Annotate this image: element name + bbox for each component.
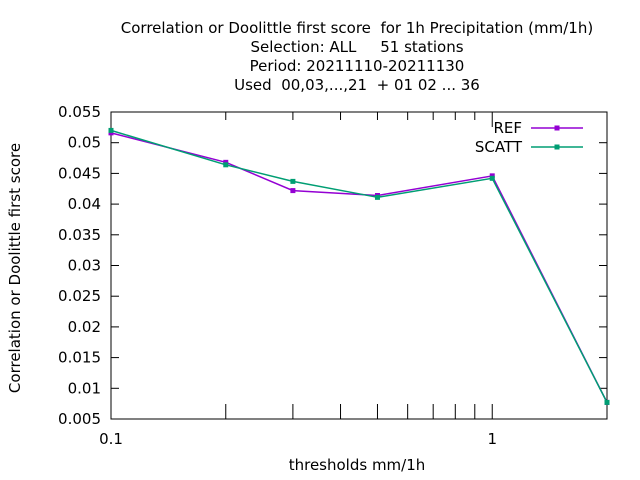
data-point-scatt bbox=[489, 175, 495, 181]
y-tick-label-3: 0.02 bbox=[68, 318, 101, 336]
data-point-ref bbox=[290, 188, 296, 194]
x-axis-label: thresholds mm/1h bbox=[289, 456, 426, 474]
x-tick-label-0: 0.1 bbox=[99, 430, 123, 448]
y-tick-label-5: 0.03 bbox=[68, 257, 101, 275]
series-line-ref bbox=[110, 132, 608, 403]
y-tick-label-6: 0.035 bbox=[58, 226, 101, 244]
y-tick-label-7: 0.04 bbox=[68, 195, 101, 213]
data-point-scatt bbox=[108, 127, 114, 133]
plot-frame bbox=[110, 111, 608, 420]
data-point-scatt bbox=[290, 178, 296, 184]
plot-border bbox=[110, 111, 608, 420]
legend-label-ref: REF bbox=[493, 119, 522, 137]
title-line-3: Used 00,03,...,21 + 01 02 ... 36 bbox=[234, 76, 480, 94]
x-tick-label-1: 1 bbox=[487, 430, 497, 448]
series-line-scatt bbox=[110, 129, 608, 403]
y-tick-label-10: 0.055 bbox=[58, 103, 101, 121]
y-tick-label-9: 0.05 bbox=[68, 134, 101, 152]
data-point-scatt bbox=[374, 194, 380, 200]
data-point-scatt bbox=[223, 162, 229, 168]
legend-marker-scatt bbox=[554, 144, 560, 150]
data-point-scatt bbox=[604, 399, 610, 405]
legend-marker-ref bbox=[554, 125, 560, 131]
y-tick-label-8: 0.045 bbox=[58, 164, 101, 182]
chart-title: Correlation or Doolittle first score for… bbox=[121, 19, 593, 94]
y-tick-label-4: 0.025 bbox=[58, 287, 101, 305]
title-line-2: Period: 20211110-20211130 bbox=[250, 57, 465, 75]
series-lines bbox=[108, 127, 610, 405]
y-tick-label-1: 0.01 bbox=[68, 379, 101, 397]
legend-label-scatt: SCATT bbox=[475, 138, 523, 156]
axis-ticks: 0.005 0.01 0.015 0.02 0.025 0.03 0.035 0.04 0.04… bbox=[58, 103, 607, 448]
y-axis-label: Correlation or Doolittle first score bbox=[6, 143, 24, 393]
y-tick-label-0: 0.005 bbox=[58, 410, 101, 428]
title-line-1: Selection: ALL 51 stations bbox=[250, 38, 463, 56]
title-line-0: Correlation or Doolittle first score for… bbox=[121, 19, 593, 37]
y-tick-label-2: 0.015 bbox=[58, 349, 101, 367]
